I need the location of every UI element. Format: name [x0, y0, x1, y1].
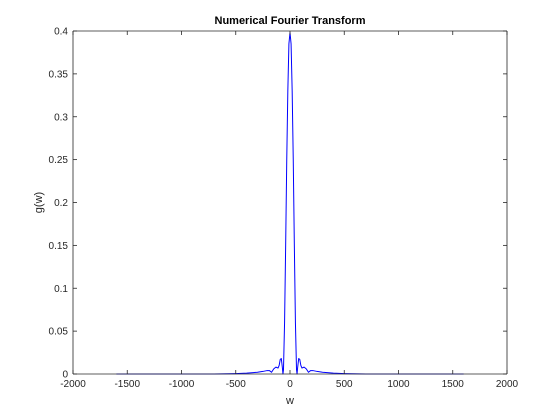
x-tick-label: 2000	[496, 379, 519, 390]
y-tick-label: 0.3	[54, 112, 68, 123]
x-tick-label: -1000	[169, 379, 195, 390]
y-tick-label: 0.4	[54, 27, 68, 38]
y-tick-label: 0.1	[54, 284, 68, 295]
y-tick-label: 0.05	[49, 327, 69, 338]
y-tick-label: 0.2	[54, 198, 68, 209]
x-tick-label: -500	[226, 379, 246, 390]
chart-title: Numerical Fourier Transform	[215, 15, 366, 27]
x-tick-label: 1500	[442, 379, 465, 390]
x-tick-label: 500	[336, 379, 353, 390]
x-tick-label: 1000	[387, 379, 410, 390]
y-axis-label: g(w)	[33, 192, 45, 213]
ticks-layer: -2000 -1500 -1000 -500 0 500 1000 1500 2000 0 0.05…	[49, 27, 519, 391]
x-tick-label: 0	[287, 379, 293, 390]
x-axis-label: w	[285, 395, 294, 407]
y-tick-label: 0.35	[49, 69, 69, 80]
x-tick-label: -2000	[60, 379, 86, 390]
y-tick-label: 0	[62, 370, 68, 381]
y-tick-label: 0.15	[49, 241, 69, 252]
x-tick-label: -1500	[114, 379, 140, 390]
plot-area	[73, 31, 507, 374]
y-tick-label: 0.25	[49, 155, 69, 166]
